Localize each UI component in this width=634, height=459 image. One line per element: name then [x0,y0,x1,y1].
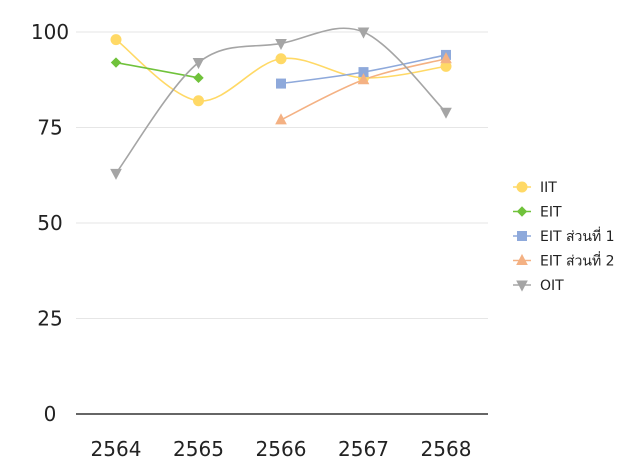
x-tick-label-2566: 2566 [256,437,307,459]
legend-marker-2 [517,231,527,241]
series-3-point-2567 [357,73,370,85]
legend-label-3: EIT ส่วนที่ 2 [540,252,615,270]
x-tick-label-2564: 2564 [91,437,142,459]
legend: IIT EIT EIT ส่วนที่ 1 EIT ส่วนที่ 2 OIT [513,180,615,294]
gridlines [76,31,488,319]
tick-labels: 0 25 50 75 100 2564 2565 2566 2567 2568 [31,20,472,459]
y-tick-label-0: 0 [44,402,57,426]
y-tick-label-75: 75 [37,116,62,140]
legend-marker-4 [516,280,528,292]
series-4-point-2566 [275,38,287,51]
legend-marker-0 [516,181,528,193]
series-3-point-2566 [275,113,287,125]
legend-marker-1 [516,206,528,217]
series-4-point-2565 [192,58,205,70]
y-tick-label-100: 100 [31,20,69,44]
series-4-point-2567 [357,27,370,39]
series-0-point-2564 [110,34,122,46]
legend-label-4: OIT [540,278,564,294]
series-0-point-2566 [275,53,287,65]
legend-label-0: IIT [540,180,557,196]
y-tick-label-25: 25 [37,307,62,331]
x-tick-label-2568: 2568 [421,437,472,459]
series-1-point-2564 [110,57,122,68]
series-3-point-2568 [440,52,452,64]
legend-label-2: EIT ส่วนที่ 1 [540,227,615,245]
series-markers [110,27,452,180]
x-tick-label-2565: 2565 [173,437,224,459]
y-tick-label-50: 50 [37,211,62,235]
series-2-point-2566 [276,78,286,89]
legend-marker-3 [516,253,528,265]
series-0-point-2565 [193,95,204,107]
legend-label-1: EIT [540,205,562,221]
series-4-point-2568 [440,107,452,119]
x-tick-label-2567: 2567 [338,437,389,459]
series-1-point-2565 [193,72,204,84]
series-4-point-2564 [110,168,122,180]
